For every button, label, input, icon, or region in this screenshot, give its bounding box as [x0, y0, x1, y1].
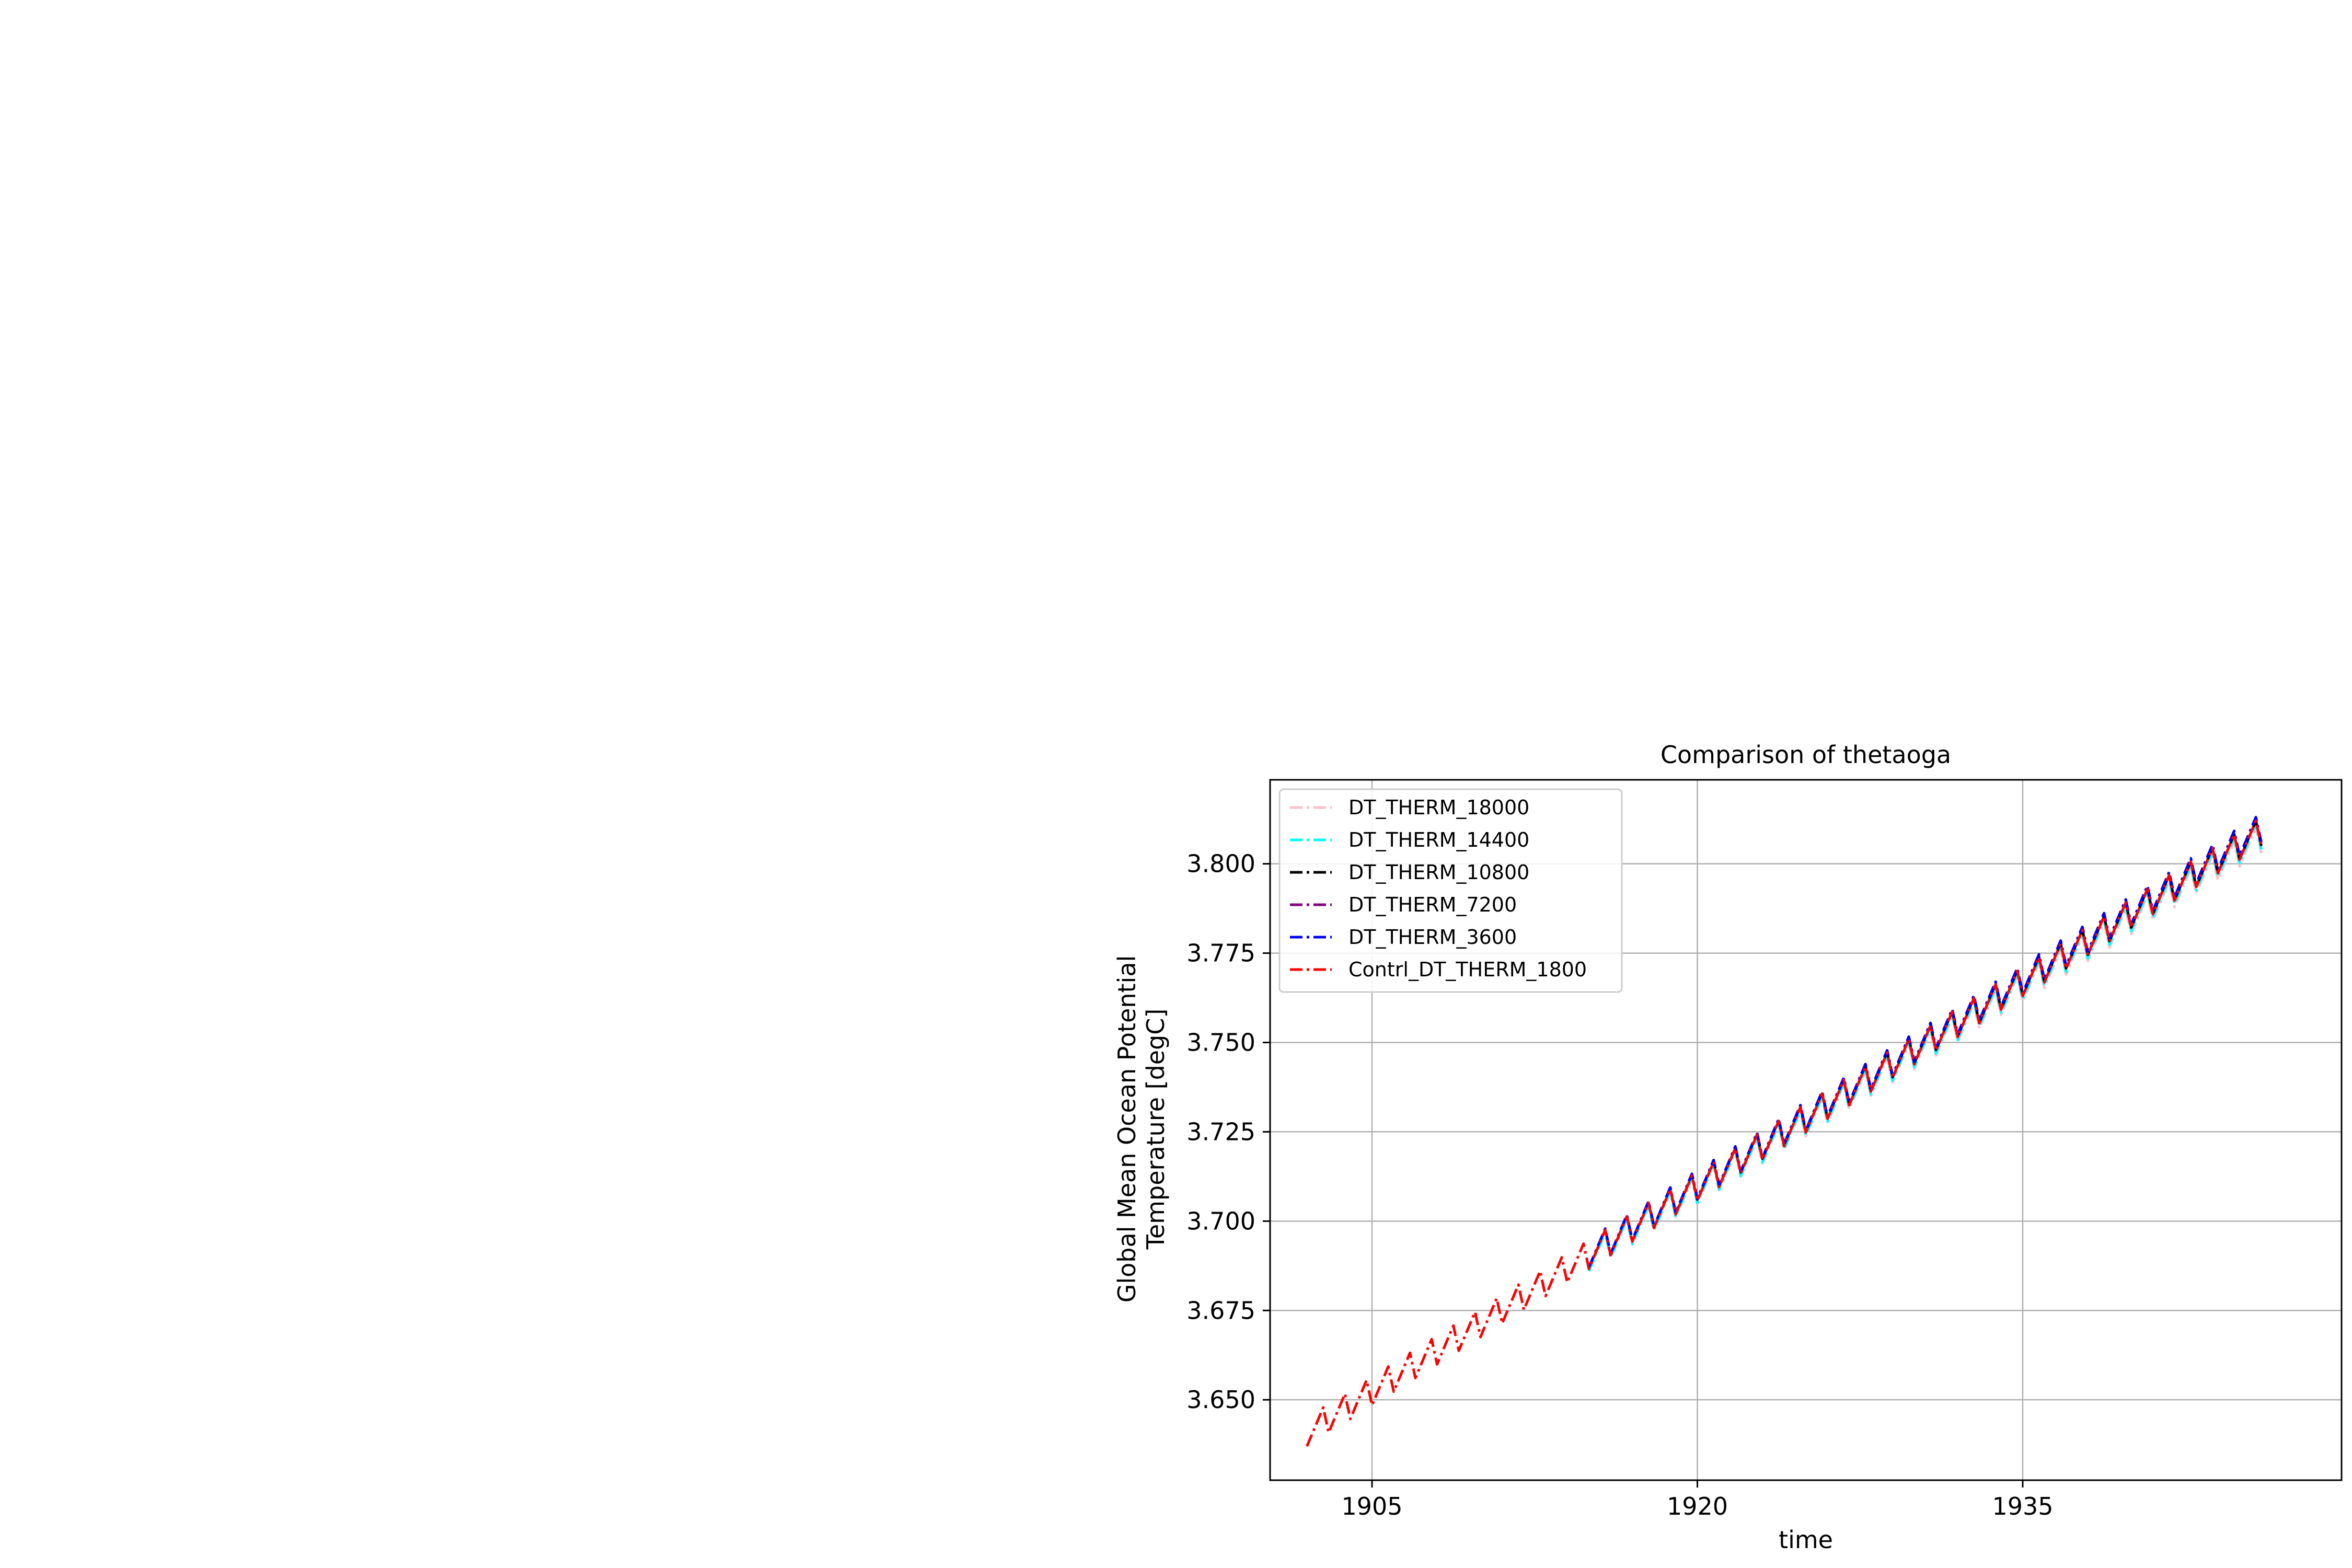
series-line-contrl_dt_therm_1800: [1306, 819, 2263, 1447]
legend-label: Contrl_DT_THERM_1800: [1348, 958, 1587, 981]
legend-label: DT_THERM_7200: [1348, 893, 1517, 916]
y-tick-label: 3.775: [1186, 939, 1255, 967]
x-tick-label: 1935: [1992, 1492, 2053, 1520]
series-group: [1306, 816, 2263, 1447]
y-tick-label: 3.800: [1186, 850, 1255, 878]
legend-label: DT_THERM_14400: [1348, 828, 1529, 851]
x-axis-label: time: [1779, 1526, 1833, 1554]
y-tick-label: 3.700: [1186, 1207, 1255, 1235]
legend-label: DT_THERM_10800: [1348, 861, 1529, 884]
y-tick-label: 3.750: [1186, 1029, 1255, 1057]
y-tick-label: 3.675: [1186, 1296, 1255, 1324]
y-tick-label: 3.650: [1186, 1386, 1255, 1414]
y-axis-ticks: 3.650 3.675 3.700 3.725 3.750 3.775 3.800: [1186, 850, 1270, 1414]
y-axis-label-line-1: Global Mean Ocean Potential: [1113, 955, 1141, 1303]
y-axis-label-line-2: Temperature [degC]: [1142, 1009, 1170, 1250]
x-tick-label: 1905: [1342, 1492, 1403, 1520]
legend-label: DT_THERM_3600: [1348, 926, 1517, 949]
legend-box: [1278, 788, 1623, 993]
y-axis-label: Global Mean Ocean Potential Temperature …: [1113, 955, 1170, 1303]
legend-label: DT_THERM_18000: [1348, 796, 1529, 819]
legend: DT_THERM_18000 DT_THERM_14400 DT_THERM_108…: [1278, 788, 1623, 993]
x-axis-ticks: 1905 1920 1935: [1342, 1480, 2054, 1520]
y-tick-label: 3.725: [1186, 1117, 1255, 1146]
plot-frame: [1269, 779, 2343, 1481]
chart-title: Comparison of thetaoga: [1661, 741, 1951, 769]
legend-entries: DT_THERM_18000 DT_THERM_14400 DT_THERM_108…: [1290, 796, 1587, 981]
x-tick-label: 1920: [1667, 1492, 1728, 1520]
grid-lines: [1270, 780, 2342, 1480]
